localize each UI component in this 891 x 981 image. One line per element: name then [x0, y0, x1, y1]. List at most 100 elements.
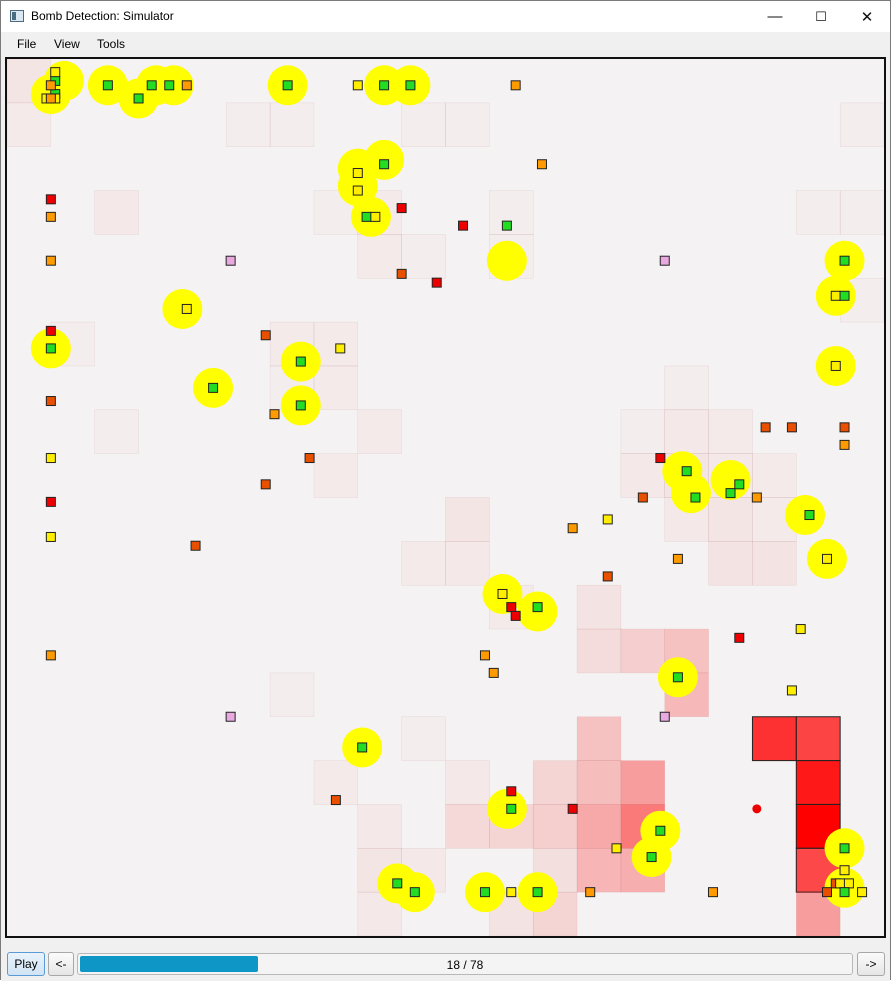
agent-orange [488, 667, 499, 678]
agent-dark-orange [786, 422, 797, 433]
agent-green [102, 80, 113, 91]
agent-green [357, 742, 368, 753]
heat-cell [7, 102, 52, 147]
agent-green [479, 887, 490, 898]
agent-green [501, 220, 512, 231]
heat-cell [401, 234, 446, 279]
next-step-button[interactable]: -> [857, 952, 885, 976]
agent-orange [45, 211, 56, 222]
agent-pink [659, 255, 670, 266]
agent-red [510, 610, 521, 621]
agent-yellow [821, 553, 832, 564]
agent-yellow [835, 878, 846, 889]
agent-dark-orange [821, 887, 832, 898]
agent-yellow [839, 865, 850, 876]
simulation-canvas[interactable] [5, 57, 886, 938]
menu-bar: File View Tools [1, 32, 890, 56]
agent-orange [479, 650, 490, 661]
heat-cell [313, 365, 359, 411]
agent-green [409, 887, 420, 898]
heat-cell [313, 321, 359, 367]
heat-cell [576, 716, 622, 761]
menu-file[interactable]: File [17, 37, 37, 51]
window-title: Bomb Detection: Simulator [31, 9, 174, 23]
agent-yellow [335, 343, 346, 354]
simulation-map [7, 59, 884, 936]
heat-cell [664, 409, 709, 454]
agent-green [295, 400, 306, 411]
playback-controls: Play <- 18 / 78 -> [1, 945, 890, 981]
maximize-button[interactable]: ☐ [815, 8, 827, 24]
agent-orange [567, 523, 578, 534]
agent-red [506, 602, 517, 613]
agent-green [392, 878, 403, 889]
previous-step-button[interactable]: <- [48, 952, 74, 976]
agent-green [146, 80, 157, 91]
heat-cell [532, 760, 578, 805]
menu-view[interactable]: View [54, 37, 80, 51]
heat-cell [357, 409, 402, 454]
progress-fill [80, 956, 258, 972]
heat-cell [664, 365, 709, 411]
agent-green [839, 843, 850, 854]
agent-orange [707, 887, 718, 898]
heat-cell [795, 716, 841, 762]
heat-cell [313, 453, 359, 498]
agent-orange [751, 492, 762, 503]
heat-cell [576, 848, 622, 893]
agent-dark-orange [260, 330, 271, 341]
agent-green [646, 852, 657, 863]
step-progress-bar[interactable]: 18 / 78 [77, 953, 853, 975]
play-button[interactable]: Play [7, 952, 45, 976]
agent-red [506, 786, 517, 797]
heat-cell [445, 497, 490, 542]
agent-red [431, 277, 442, 288]
bomb-marker [752, 804, 762, 814]
heat-cell [752, 453, 797, 498]
agent-green [672, 672, 683, 683]
agent-green [839, 255, 850, 266]
minimize-button[interactable]: — [767, 8, 783, 25]
agent-yellow [795, 624, 806, 635]
agent-pink [225, 255, 236, 266]
agent-green [506, 803, 517, 814]
heat-cell [576, 628, 622, 674]
agent-green [839, 887, 850, 898]
agent-red [45, 325, 56, 336]
heat-cell [94, 409, 139, 454]
agent-green [725, 488, 736, 499]
heat-cell [620, 760, 666, 805]
heat-cell [576, 760, 622, 805]
agent-yellow [786, 685, 797, 696]
menu-tools[interactable]: Tools [97, 37, 126, 51]
agent-green [405, 80, 416, 91]
heat-cell [489, 190, 534, 235]
agent-green [282, 80, 293, 91]
agent-yellow [50, 67, 61, 78]
agent-green [839, 290, 850, 301]
agent-red [45, 496, 56, 507]
agent-dark-orange [45, 396, 56, 407]
step-counter: 18 / 78 [446, 958, 484, 972]
agent-pink [659, 711, 670, 722]
agent-green [45, 343, 56, 354]
heat-cell [620, 628, 666, 674]
heat-cell [576, 804, 622, 849]
heat-cell [708, 497, 753, 542]
detection-radius [486, 240, 527, 281]
agent-red [567, 803, 578, 814]
agent-orange [536, 159, 547, 170]
agent-yellow [352, 168, 363, 179]
agent-green [379, 159, 390, 170]
agent-yellow [497, 588, 508, 599]
agent-yellow [843, 878, 854, 889]
close-button[interactable]: ✕ [860, 8, 874, 26]
agent-yellow [830, 290, 841, 301]
agent-yellow [830, 360, 841, 371]
heat-cell [445, 541, 490, 586]
heat-cell [269, 102, 315, 147]
agent-yellow [602, 514, 613, 525]
title-bar: Bomb Detection: Simulator — ☐ ✕ [1, 1, 890, 32]
heat-cell [839, 102, 884, 147]
